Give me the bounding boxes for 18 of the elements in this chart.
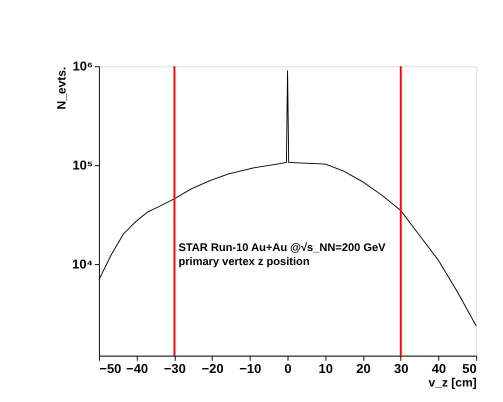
y-tick-label: 10⁶ bbox=[72, 58, 93, 74]
y-tick-label: 10⁵ bbox=[72, 158, 93, 173]
x-tick-label: 40 bbox=[432, 360, 446, 376]
x-axis-title: v_z [cm] bbox=[428, 376, 477, 390]
x-tick-label: 20 bbox=[356, 360, 371, 376]
x-tick-label: 0 bbox=[284, 360, 292, 376]
annotation: primary vertex z position bbox=[178, 256, 310, 268]
annotation: STAR Run-10 Au+Au @√s_NN=200 GeV bbox=[178, 242, 386, 254]
y-axis-title: N_evts. bbox=[54, 66, 69, 110]
x-tick-label: −20 bbox=[202, 360, 224, 376]
x-tick-label: −40 bbox=[126, 360, 148, 376]
y-tick-label: 10⁴ bbox=[72, 256, 93, 272]
x-tick-label: −30 bbox=[164, 360, 186, 376]
x-tick-label: 30 bbox=[394, 360, 408, 376]
x-tick-label: −10 bbox=[239, 360, 262, 376]
x-tick-label: 10 bbox=[318, 360, 333, 376]
x-tick-label: 50 bbox=[462, 360, 477, 376]
x-tick-label: −50 bbox=[99, 360, 122, 376]
